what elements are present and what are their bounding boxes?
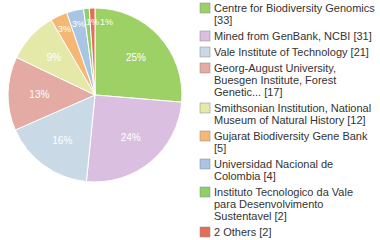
- legend-label-line: Museum of Natural History [12]: [214, 114, 366, 126]
- data-label: 24%: [121, 132, 141, 143]
- legend-swatch: [200, 63, 210, 73]
- legend-item: Georg-August University,Buesgen Institut…: [200, 62, 336, 98]
- data-label: 25%: [126, 52, 146, 63]
- pie: [8, 8, 182, 182]
- pie-slice: [95, 8, 182, 102]
- legend-item: Universidad Nacional deColombia [4]: [200, 158, 333, 182]
- chart: 25%24%16%13%9%3%3%1%1%Centre for Biodive…: [0, 0, 380, 240]
- legend-label-line: Georg-August University,: [214, 62, 336, 74]
- data-label: 9%: [47, 52, 62, 63]
- legend-swatch: [200, 47, 210, 57]
- legend-item: Gujarat Biodiversity Gene Bank[5]: [200, 130, 368, 154]
- legend-label-line: 2 Others [2]: [214, 226, 271, 238]
- legend-swatch: [200, 227, 210, 237]
- legend-item: Instituto Tecnologico da Valepara Desenv…: [200, 186, 353, 222]
- data-label: 1%: [86, 17, 99, 27]
- legend: Centre for Biodiversity Genomics[33] Mine…: [200, 2, 375, 238]
- legend-label: Georg-August University,Buesgen Institut…: [214, 62, 336, 98]
- legend-label-line: Smithsonian Institution, National: [214, 102, 371, 114]
- data-label: 3%: [72, 19, 85, 29]
- legend-label: Gujarat Biodiversity Gene Bank[5]: [214, 130, 368, 154]
- legend-label-line: para Desenvolvimento: [214, 198, 323, 210]
- legend-item: Smithsonian Institution, NationalMuseum …: [200, 102, 371, 126]
- legend-label-line: Buesgen Institute, Forest: [214, 74, 336, 86]
- legend-label: Universidad Nacional deColombia [4]: [214, 158, 333, 182]
- legend-label-line: Centre for Biodiversity Genomics: [214, 2, 375, 14]
- legend-label: Vale Institute of Technology [21]: [214, 46, 369, 58]
- legend-swatch: [200, 103, 210, 113]
- legend-label-line: Colombia [4]: [214, 170, 276, 182]
- legend-label-line: Vale Institute of Technology [21]: [214, 46, 369, 58]
- legend-item: Vale Institute of Technology [21]: [200, 46, 369, 58]
- legend-label-line: [5]: [214, 142, 226, 154]
- legend-label-line: Mined from GenBank, NCBI [31]: [214, 30, 372, 42]
- legend-item: Centre for Biodiversity Genomics[33]: [200, 2, 375, 26]
- legend-label: 2 Others [2]: [214, 226, 271, 238]
- legend-swatch: [200, 3, 210, 13]
- data-label: 3%: [58, 24, 71, 34]
- legend-swatch: [200, 187, 210, 197]
- legend-label-line: Gujarat Biodiversity Gene Bank: [214, 130, 368, 142]
- legend-swatch: [200, 159, 210, 169]
- legend-label: Mined from GenBank, NCBI [31]: [214, 30, 372, 42]
- legend-swatch: [200, 31, 210, 41]
- legend-label-line: Sustentavel [2]: [214, 210, 287, 222]
- data-labels: 25%24%16%13%9%3%3%1%1%: [29, 17, 146, 146]
- legend-label: Instituto Tecnologico da Valepara Desenv…: [214, 186, 353, 222]
- data-label: 1%: [100, 17, 113, 27]
- data-label: 16%: [52, 135, 72, 146]
- data-label: 13%: [29, 89, 49, 100]
- legend-label: Smithsonian Institution, NationalMuseum …: [214, 102, 371, 126]
- pie-slice: [86, 95, 181, 182]
- legend-label-line: Instituto Tecnologico da Vale: [214, 186, 353, 198]
- legend-label-line: [33]: [214, 14, 232, 26]
- legend-item: Mined from GenBank, NCBI [31]: [200, 30, 372, 42]
- legend-label-line: Genetic... [17]: [214, 86, 282, 98]
- legend-label: Centre for Biodiversity Genomics[33]: [214, 2, 375, 26]
- legend-item: 2 Others [2]: [200, 226, 271, 238]
- legend-swatch: [200, 131, 210, 141]
- legend-label-line: Universidad Nacional de: [214, 158, 333, 170]
